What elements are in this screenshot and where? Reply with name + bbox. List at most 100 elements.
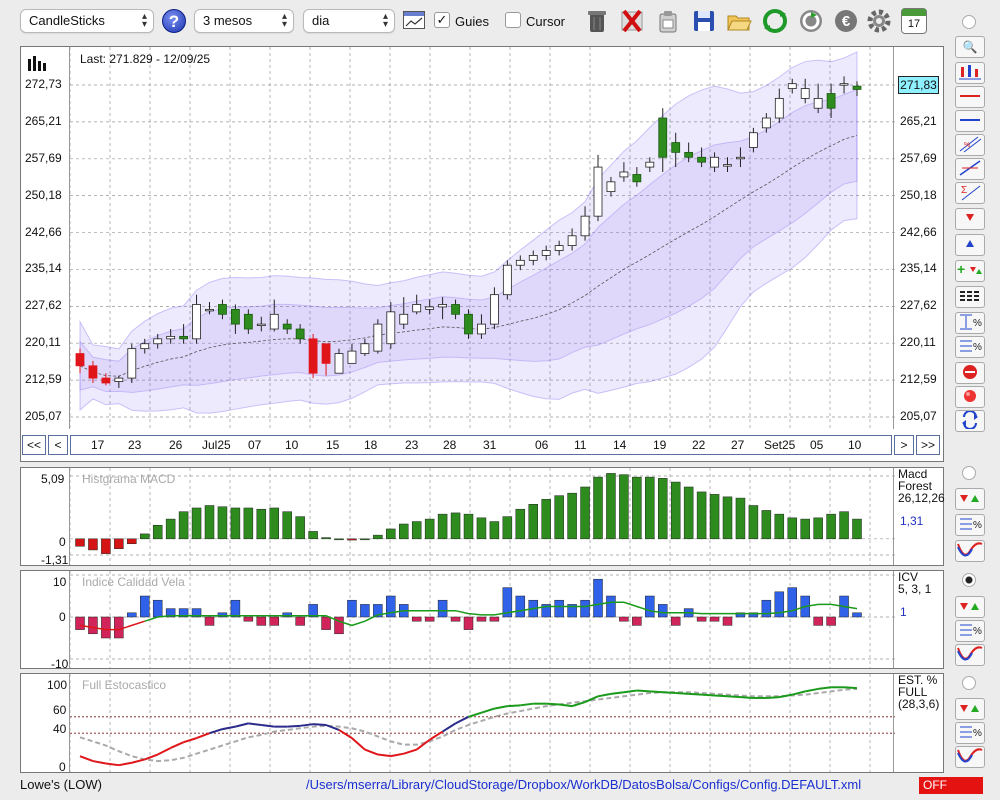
icv-plot[interactable]: Indice Calidad Vela	[69, 571, 911, 668]
gear-icon[interactable]	[866, 8, 892, 34]
horizontal-blue-line-button[interactable]	[955, 110, 985, 132]
arrow-up-icon	[966, 240, 974, 247]
icv-bar	[386, 595, 396, 618]
prev-button[interactable]: <	[48, 435, 68, 455]
last-button[interactable]: >>	[916, 435, 940, 455]
add-signal-button[interactable]: +	[955, 260, 985, 282]
x-tick-label: 23	[128, 438, 142, 452]
delete-icon[interactable]	[619, 8, 645, 34]
cursor-checkbox[interactable]	[505, 12, 521, 28]
stoch-oscillator-button[interactable]	[955, 746, 985, 768]
candle-body	[451, 304, 460, 315]
macd-panel-radio[interactable]	[962, 466, 976, 480]
stoch-k-segment	[144, 753, 159, 761]
zoom-button[interactable]: 🔍	[955, 36, 985, 58]
stoch-k-segment	[235, 722, 249, 728]
sigma-button[interactable]: Σ	[955, 182, 985, 204]
interval-select[interactable]: dia ▴ ▾	[303, 9, 395, 33]
x-tick-label: 10	[285, 438, 299, 452]
oscillator-icon	[957, 542, 983, 557]
icv-line	[144, 601, 858, 627]
clipboard-icon[interactable]	[655, 8, 681, 34]
stoch-y-40: 40	[53, 722, 67, 736]
macd-y-top: 5,09	[41, 472, 65, 486]
stoch-legend-sub: FULL	[898, 685, 928, 699]
euro-icon[interactable]: €	[833, 8, 859, 34]
icv-levels-button[interactable]: %	[955, 620, 985, 642]
icv-bar	[619, 616, 629, 622]
sell-arrow-button[interactable]	[955, 208, 985, 230]
config-path-link[interactable]: /Users/mserra/Library/CloudStorage/Dropb…	[306, 777, 862, 792]
icv-bar	[217, 612, 228, 618]
icv-panel-radio[interactable]	[962, 573, 976, 587]
help-icon[interactable]: ?	[162, 9, 186, 33]
main-panel-radio[interactable]	[962, 15, 976, 29]
price-plot[interactable]: Last: 271.829 - 12/09/25	[69, 47, 911, 429]
stoch-panel-radio[interactable]	[962, 676, 976, 690]
y-tick-label: 265,21	[25, 113, 62, 128]
candles-icon	[959, 65, 981, 80]
period-select[interactable]: 3 mesos ▴ ▾	[194, 9, 294, 33]
stoch-signals-button[interactable]	[955, 698, 985, 720]
no-entry-button[interactable]	[955, 362, 985, 384]
sync-icon[interactable]	[798, 8, 824, 34]
icv-oscillator-button[interactable]	[955, 644, 985, 666]
swap-button[interactable]	[955, 410, 985, 432]
levels-percent-icon: %	[960, 518, 982, 531]
stoch-k-segment	[818, 686, 832, 690]
calendar-day: 17	[907, 18, 921, 30]
candle-body	[425, 306, 435, 310]
symbol-label: Lowe's (LOW)	[20, 777, 102, 792]
trendline-button[interactable]	[955, 158, 985, 180]
icv-y-top: 10	[53, 575, 67, 589]
trash-icon[interactable]	[584, 8, 610, 34]
stoch-panel: Full Estocastico 100 60 40 0 EST. % FULL(…	[20, 673, 944, 774]
x-tick-label: 19	[653, 438, 667, 452]
candle-body	[580, 215, 590, 237]
icv-legend-name: ICV	[898, 570, 919, 584]
x-tick-label: 06	[535, 438, 549, 452]
icv-bar	[606, 595, 616, 618]
icv-line-negative	[79, 620, 145, 631]
buy-arrow-button[interactable]	[955, 234, 985, 256]
record-button[interactable]	[955, 386, 985, 408]
bar-chart-icon[interactable]	[27, 55, 49, 71]
chart-window-icon[interactable]	[403, 11, 425, 29]
first-button[interactable]: <<	[22, 435, 46, 455]
icv-bar	[658, 604, 668, 618]
macd-bar	[670, 481, 681, 540]
guides-checkbox[interactable]: ✓	[434, 12, 450, 28]
icv-signals-button[interactable]	[955, 596, 985, 618]
record-icon	[964, 390, 976, 402]
candle-body	[800, 88, 810, 99]
macd-signals-button[interactable]	[955, 488, 985, 510]
stoch-k-segment	[261, 724, 275, 728]
macd-levels-button[interactable]: %	[955, 514, 985, 536]
chart-type-select[interactable]: CandleSticks ▴ ▾	[20, 9, 154, 33]
levels-percent-button[interactable]: %	[955, 336, 985, 358]
date-axis[interactable]: 17 23 26 Jul25 07 10 15 18 23 28 31 06 11 14 19 22 27 Set…	[70, 435, 892, 455]
macd-plot[interactable]: Histgrama MACD	[69, 468, 911, 565]
channel-button[interactable]: %	[955, 134, 985, 156]
interval-value: dia	[312, 13, 330, 28]
x-tick-label: 15	[326, 438, 340, 452]
range-percent-button[interactable]: %	[955, 312, 985, 334]
refresh-icon[interactable]	[762, 8, 788, 34]
calendar-icon[interactable]: 17	[901, 8, 927, 34]
next-button[interactable]: >	[894, 435, 914, 455]
x-tick-label: 28	[443, 438, 457, 452]
icv-bar	[463, 616, 474, 630]
stoch-plot[interactable]: Full Estocastico	[69, 674, 911, 772]
candle-body	[787, 83, 797, 89]
icv-bar	[127, 612, 137, 618]
icv-bar	[645, 595, 655, 618]
horizontal-red-line-button[interactable]	[955, 86, 985, 108]
macd-oscillator-button[interactable]	[955, 540, 985, 562]
open-folder-icon[interactable]	[726, 8, 752, 34]
candle-style-button[interactable]	[955, 62, 985, 84]
icv-y-zero: 0	[59, 610, 66, 624]
lines-list-button[interactable]	[955, 286, 985, 308]
save-icon[interactable]	[691, 8, 717, 34]
macd-legend-name: Macd Forest	[898, 467, 933, 493]
stoch-levels-button[interactable]: %	[955, 722, 985, 744]
